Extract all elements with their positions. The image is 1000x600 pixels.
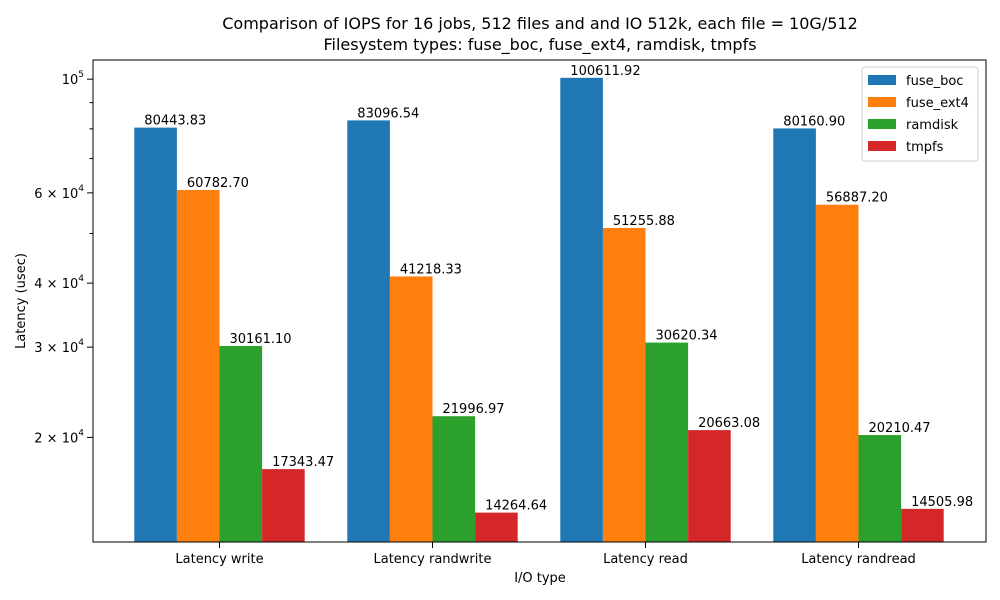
bar-fuse_ext4-2	[602, 227, 646, 542]
bar-ramdisk-3	[858, 435, 902, 542]
value-label-fuse_ext4-2: 51255.88	[613, 214, 675, 229]
bar-tmpfs-2	[688, 430, 731, 542]
bar-tmpfs-1	[475, 512, 518, 542]
value-label-fuse_boc-1: 83096.54	[357, 106, 419, 121]
bar-ramdisk-1	[432, 416, 476, 542]
bar-tmpfs-3	[901, 508, 944, 542]
legend-label-ramdisk: ramdisk	[906, 118, 959, 133]
legend-label-fuse_ext4: fuse_ext4	[906, 96, 969, 111]
chart-title-line2: Filesystem types: fuse_boc, fuse_ext4, r…	[323, 35, 756, 55]
bar-ramdisk-2	[645, 342, 689, 542]
x-tick-label-1: Latency randwrite	[373, 552, 491, 567]
value-label-fuse_boc-2: 100611.92	[570, 64, 640, 79]
y-axis: 2 × 104 3 × 104 4 × 104 6 × 104 105	[34, 70, 93, 446]
value-label-fuse_ext4-3: 56887.20	[826, 191, 888, 206]
value-label-ramdisk-1: 21996.97	[443, 402, 505, 417]
bar-fuse_ext4-0	[176, 189, 220, 543]
x-tick-label-2: Latency read	[603, 552, 688, 567]
x-tick-label-0: Latency write	[175, 552, 263, 567]
value-label-fuse_ext4-0: 60782.70	[187, 176, 249, 191]
legend-swatch-fuse_boc	[868, 75, 896, 85]
value-label-tmpfs-1: 14264.64	[485, 499, 547, 514]
y-tick-label-3: 6 × 104	[34, 184, 84, 202]
y-axis-label: Latency (usec)	[14, 253, 29, 349]
value-label-ramdisk-3: 20210.47	[869, 421, 931, 436]
bar-fuse_boc-3	[773, 128, 816, 542]
x-axis-label: I/O type	[514, 571, 566, 586]
x-tick-label-3: Latency randread	[801, 552, 916, 567]
value-label-tmpfs-2: 20663.08	[698, 416, 760, 431]
bar-fuse_boc-2	[560, 77, 603, 542]
x-axis: Latency write Latency randwrite Latency re…	[175, 542, 916, 567]
bar-tmpfs-0	[262, 469, 305, 542]
plot-frame	[92, 59, 987, 543]
bar-fuse_boc-0	[134, 127, 177, 543]
chart-title-line1: Comparison of IOPS for 16 jobs, 512 file…	[222, 14, 858, 33]
bar-fuse_ext4-1	[389, 276, 433, 542]
bar-ramdisk-0	[219, 345, 263, 542]
y-tick-label-4: 105	[62, 70, 84, 88]
bars-layer	[134, 77, 944, 543]
value-labels-layer: 80443.83 83096.54 100611.92 80160.90 60782.7…	[144, 64, 973, 514]
value-label-fuse_ext4-1: 41218.33	[400, 262, 462, 277]
value-label-tmpfs-3: 14505.98	[911, 495, 973, 510]
y-tick-label-1: 3 × 104	[34, 338, 84, 356]
legend-label-tmpfs: tmpfs	[906, 140, 944, 155]
value-label-ramdisk-2: 30620.34	[656, 329, 718, 344]
legend-box	[861, 66, 979, 162]
bar-fuse_boc-1	[347, 120, 390, 542]
value-label-fuse_boc-3: 80160.90	[783, 114, 845, 129]
value-label-ramdisk-0: 30161.10	[230, 332, 292, 347]
legend-label-fuse_boc: fuse_boc	[906, 74, 963, 89]
y-tick-label-0: 2 × 104	[34, 428, 84, 446]
legend-swatch-ramdisk	[868, 119, 896, 129]
value-label-fuse_boc-0: 80443.83	[144, 114, 206, 129]
legend-swatch-tmpfs	[868, 141, 896, 151]
value-label-tmpfs-0: 17343.47	[272, 455, 334, 470]
y-tick-label-2: 4 × 104	[34, 274, 84, 292]
bar-fuse_ext4-3	[815, 204, 859, 543]
legend-swatch-fuse_ext4	[868, 97, 896, 107]
